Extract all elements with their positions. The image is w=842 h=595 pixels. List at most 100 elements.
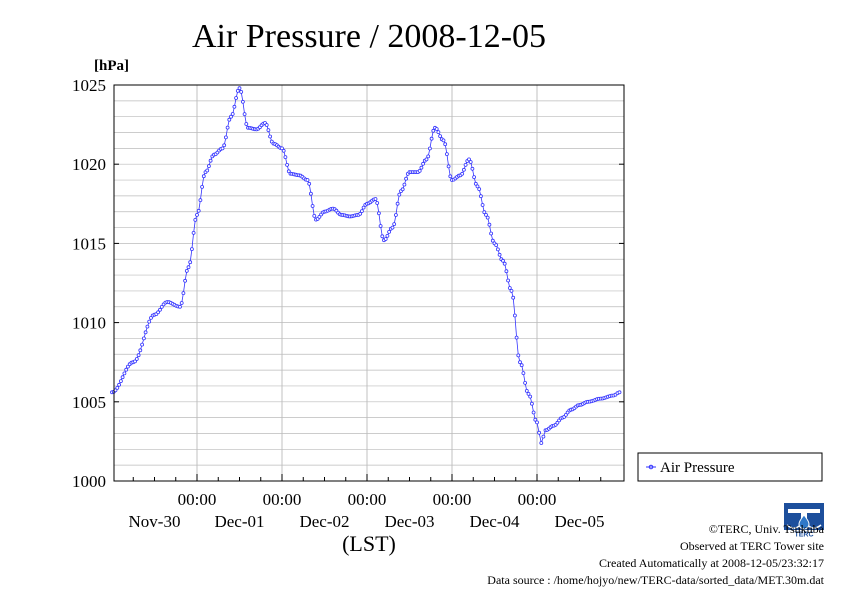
data-point — [136, 353, 141, 358]
data-point — [475, 184, 480, 189]
data-point — [393, 213, 398, 217]
data-point — [468, 160, 473, 164]
x-tick-label: 00:00 — [178, 490, 217, 509]
data-point — [460, 171, 465, 176]
data-point — [392, 222, 397, 227]
data-point — [264, 123, 269, 127]
observation-site-text: Observed at TERC Tower site — [679, 539, 824, 553]
data-point — [239, 90, 244, 94]
data-point — [513, 313, 517, 318]
data-point — [281, 148, 286, 153]
data-point — [461, 167, 466, 172]
data-point — [145, 324, 150, 329]
data-point — [537, 430, 541, 435]
data-point — [482, 210, 487, 215]
created-timestamp-text: Created Automatically at 2008-12-05/23:3… — [599, 556, 824, 570]
y-axis-unit-label: [hPa] — [94, 58, 129, 74]
data-point — [487, 222, 492, 227]
plot-frame — [113, 84, 625, 482]
data-point — [446, 164, 451, 169]
data-point — [523, 380, 527, 385]
data-point — [149, 315, 153, 320]
data-point — [494, 243, 499, 248]
data-point — [133, 359, 137, 364]
data-point — [385, 233, 390, 238]
y-tick-label: 1015 — [72, 234, 106, 253]
data-point — [159, 304, 164, 309]
data-point — [220, 146, 225, 151]
data-point — [444, 152, 449, 157]
data-point — [186, 265, 191, 270]
data-point — [117, 382, 121, 387]
data-point — [375, 201, 380, 205]
data-point — [530, 401, 534, 406]
data-point — [477, 187, 482, 192]
data-point — [397, 192, 402, 197]
data-point — [467, 157, 471, 162]
data-point — [184, 268, 189, 273]
data-point — [516, 353, 521, 358]
data-point — [305, 178, 310, 182]
data-point — [193, 217, 198, 222]
data-point — [181, 291, 186, 296]
data-point — [431, 128, 436, 133]
data-point — [178, 304, 182, 309]
data-point — [134, 357, 139, 361]
x-tick-label: 00:00 — [263, 490, 302, 509]
x-axis-label: (LST) — [342, 531, 396, 556]
data-point — [524, 388, 529, 393]
data-point — [443, 142, 448, 147]
data-point — [120, 375, 125, 380]
data-point — [156, 310, 161, 315]
data-point — [242, 112, 247, 116]
data-point — [208, 158, 213, 163]
data-point — [200, 184, 205, 189]
data-point — [240, 99, 245, 104]
data-point — [206, 164, 211, 169]
data-point — [402, 182, 407, 187]
data-point — [511, 295, 516, 300]
data-point — [387, 229, 392, 234]
y-tick-label: 1010 — [72, 314, 106, 333]
data-point — [286, 169, 291, 174]
data-point — [268, 134, 273, 139]
x-tick-label: 00:00 — [518, 490, 557, 509]
legend-label: Air Pressure — [660, 460, 735, 476]
data-point — [237, 86, 242, 91]
svg-text:TERC: TERC — [794, 532, 813, 538]
data-point — [463, 162, 468, 167]
data-point — [244, 122, 249, 126]
x-tick-labels: 00:00 00:00 00:00 00:00 00:00 Nov-30 Dec-01 Dec… — [129, 490, 605, 531]
data-point — [229, 114, 233, 119]
data-point — [417, 168, 422, 173]
series-layer — [110, 86, 622, 445]
data-point — [473, 181, 478, 186]
data-point — [119, 379, 123, 384]
legend-box — [637, 452, 823, 482]
data-point — [489, 231, 494, 236]
data-point — [141, 336, 146, 341]
data-point — [617, 390, 622, 395]
data-point — [528, 394, 533, 399]
data-point — [198, 198, 203, 203]
data-point — [427, 146, 432, 151]
y-tick-label: 1000 — [72, 472, 106, 491]
x-day-label: Dec-02 — [299, 512, 349, 531]
x-day-label: Dec-03 — [384, 512, 434, 531]
data-point — [541, 434, 546, 439]
data-point — [234, 96, 239, 100]
data-point — [484, 212, 488, 217]
data-point — [373, 197, 378, 201]
data-point — [521, 371, 526, 376]
data-point — [424, 157, 429, 162]
data-point — [205, 168, 210, 173]
data-point — [514, 335, 519, 340]
grid-layer — [114, 84, 624, 482]
terc-logo: TERC — [784, 503, 824, 537]
data-point — [426, 154, 431, 159]
data-point — [419, 165, 424, 170]
data-point — [497, 252, 502, 257]
data-point — [470, 166, 475, 171]
data-point — [312, 213, 317, 218]
data-point — [507, 286, 512, 290]
